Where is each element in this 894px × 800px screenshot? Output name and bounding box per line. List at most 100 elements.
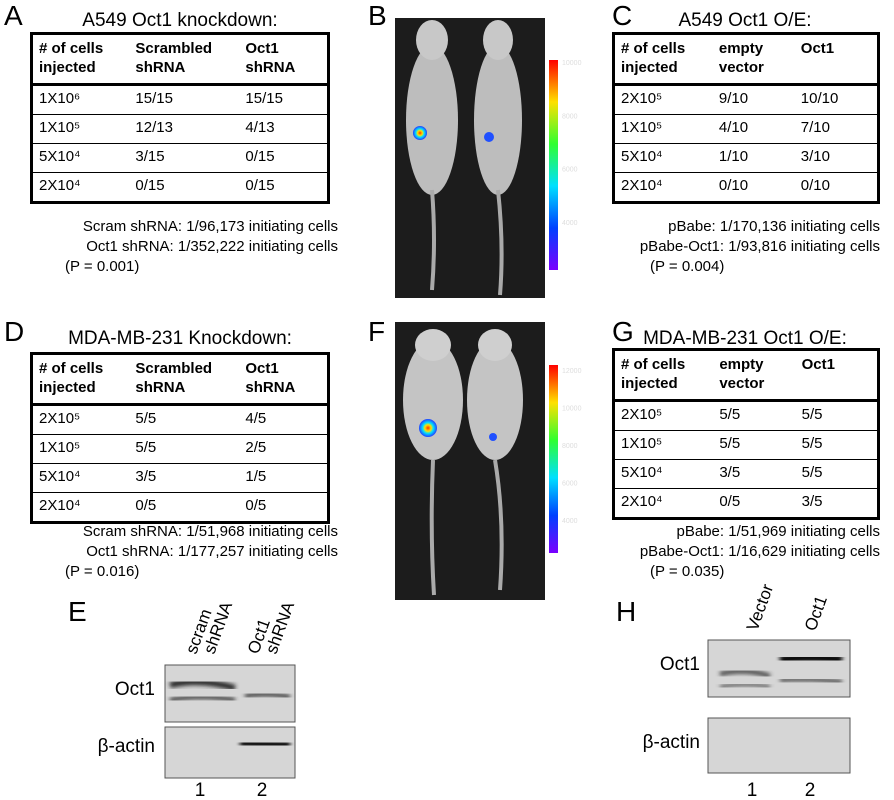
- western-blot: [707, 639, 851, 774]
- header-cell: # of cells injected: [613, 33, 713, 86]
- lane-number: 1: [195, 780, 206, 800]
- table-row: 1X10⁵ 12/13 4/13: [31, 114, 329, 144]
- lane-number: 1: [747, 780, 758, 800]
- panel-letter: A: [4, 0, 23, 31]
- p-value: (P = 0.004): [650, 258, 725, 275]
- table-cell: 3/5: [129, 463, 240, 493]
- table-cell: 7/10: [794, 114, 879, 144]
- table-cell: 2X10⁵: [613, 84, 713, 115]
- stat-line: Oct1 shRNA: 1/352,222 initiating cells: [86, 238, 338, 255]
- stat-line: Oct1 shRNA: 1/177,257 initiating cells: [86, 543, 338, 560]
- colorbar-tick-label: 4000: [562, 220, 578, 227]
- table-cell: 1/10: [712, 143, 795, 173]
- header-cell: Scrambled shRNA: [129, 33, 240, 86]
- table-cell: 3/15: [129, 143, 240, 173]
- table-cell: 1X10⁵: [613, 430, 714, 460]
- table-cell: 9/10: [712, 84, 795, 115]
- table-cell: 2X10⁴: [31, 492, 130, 523]
- table-cell: 5/5: [795, 400, 879, 431]
- header-cell: Scrambled shRNA: [129, 353, 240, 406]
- lane-number: 2: [257, 780, 268, 800]
- header-cell: empty vector: [713, 349, 796, 402]
- panel-letter: G: [612, 316, 634, 347]
- p-value: (P = 0.016): [65, 563, 140, 580]
- table-cell: 5/5: [795, 459, 879, 489]
- table-row: 2X10⁵ 9/10 10/10: [613, 84, 879, 115]
- colorbar-tick-label: 12000: [562, 368, 582, 375]
- panel-letter: D: [4, 316, 25, 347]
- panel-letter: C: [612, 0, 633, 31]
- table-cell: 2X10⁴: [613, 172, 713, 203]
- table-cell: 5X10⁴: [31, 143, 130, 173]
- data-table: # of cells injected empty vector Oct1 2X10⁵…: [612, 348, 880, 520]
- colorbar-tick-label: 6000: [562, 167, 578, 174]
- table-row: 5X10⁴ 3/5 5/5: [613, 459, 879, 489]
- header-cell: Oct1 shRNA: [239, 353, 329, 406]
- table-cell: 0/15: [239, 172, 329, 203]
- header-cell: # of cells injected: [613, 349, 714, 402]
- header-row: # of cells injected Scrambled shRNA Oct1 s…: [31, 353, 329, 406]
- data-table: # of cells injected Scrambled shRNA Oct1 s…: [30, 32, 330, 204]
- table-cell: 5/5: [795, 430, 879, 460]
- table-cell: 0/5: [239, 492, 329, 523]
- table-row: 2X10⁵ 5/5 5/5: [613, 400, 879, 431]
- blot-row-label: Oct1: [115, 679, 155, 700]
- table-cell: 3/10: [794, 143, 879, 173]
- stat-line: Scram shRNA: 1/96,173 initiating cells: [82, 218, 338, 235]
- table-cell: 0/5: [129, 492, 240, 523]
- table-row: 2X10⁵ 5/5 4/5: [31, 404, 329, 435]
- header-cell: Oct1: [794, 33, 879, 86]
- p-value: (P = 0.001): [65, 258, 140, 275]
- table-cell: 2X10⁴: [613, 488, 714, 519]
- panel-letter: H: [616, 596, 637, 627]
- table-cell: 4/5: [239, 404, 329, 435]
- header-cell: # of cells injected: [31, 33, 130, 86]
- stat-line: pBabe: 1/170,136 initiating cells: [668, 218, 880, 235]
- table-cell: 5/5: [713, 400, 796, 431]
- table-row: 1X10⁵ 4/10 7/10: [613, 114, 879, 144]
- stat-line: pBabe: 1/51,969 initiating cells: [676, 523, 880, 540]
- mouse-image: [395, 18, 558, 298]
- panel-title: A549 Oct1 O/E:: [678, 10, 812, 31]
- table-cell: 5/5: [129, 404, 240, 435]
- table-row: 2X10⁴ 0/5 3/5: [613, 488, 879, 519]
- stat-line: Scram shRNA: 1/51,968 initiating cells: [82, 523, 338, 540]
- header-cell: # of cells injected: [31, 353, 130, 406]
- table-cell: 2X10⁵: [613, 400, 714, 431]
- table-cell: 5/5: [713, 430, 796, 460]
- lane-label: Vector: [743, 581, 777, 633]
- table-cell: 5/5: [129, 434, 240, 464]
- header-cell: empty vector: [712, 33, 795, 86]
- table-row: 2X10⁴ 0/5 0/5: [31, 492, 329, 523]
- table-cell: 3/5: [713, 459, 796, 489]
- table-cell: 1X10⁵: [31, 434, 130, 464]
- table-cell: 1X10⁵: [31, 114, 130, 144]
- table-cell: 5X10⁴: [613, 143, 713, 173]
- header-cell: Oct1 shRNA: [239, 33, 329, 86]
- panel-letter: F: [368, 316, 386, 347]
- table-cell: 4/13: [239, 114, 329, 144]
- blot-row-label: Oct1: [660, 654, 700, 675]
- table-row: 2X10⁴ 0/10 0/10: [613, 172, 879, 203]
- blot-row-label: β-actin: [98, 736, 155, 757]
- table-row: 1X10⁶ 15/15 15/15: [31, 84, 329, 115]
- table-row: 1X10⁵ 5/5 2/5: [31, 434, 329, 464]
- stat-line: pBabe-Oct1: 1/93,816 initiating cells: [639, 238, 880, 255]
- table-cell: 1X10⁶: [31, 84, 130, 115]
- stat-line: pBabe-Oct1: 1/16,629 initiating cells: [639, 543, 880, 560]
- colorbar-tick-label: 10000: [562, 406, 582, 413]
- table-cell: 0/15: [239, 143, 329, 173]
- table-row: 5X10⁴ 3/15 0/15: [31, 143, 329, 173]
- colorbar-tick-label: 8000: [562, 443, 578, 450]
- header-row: # of cells injected empty vector Oct1: [613, 33, 879, 86]
- table-cell: 1/5: [239, 463, 329, 493]
- table-cell: 5X10⁴: [613, 459, 714, 489]
- panel-title: MDA-MB-231 Oct1 O/E:: [643, 328, 847, 349]
- table-cell: 10/10: [794, 84, 879, 115]
- mouse-image: [395, 322, 558, 600]
- panel-title: MDA-MB-231 Knockdown:: [68, 328, 292, 349]
- colorbar-tick-label: 10000: [562, 60, 582, 67]
- lane-label: Oct1: [801, 593, 831, 633]
